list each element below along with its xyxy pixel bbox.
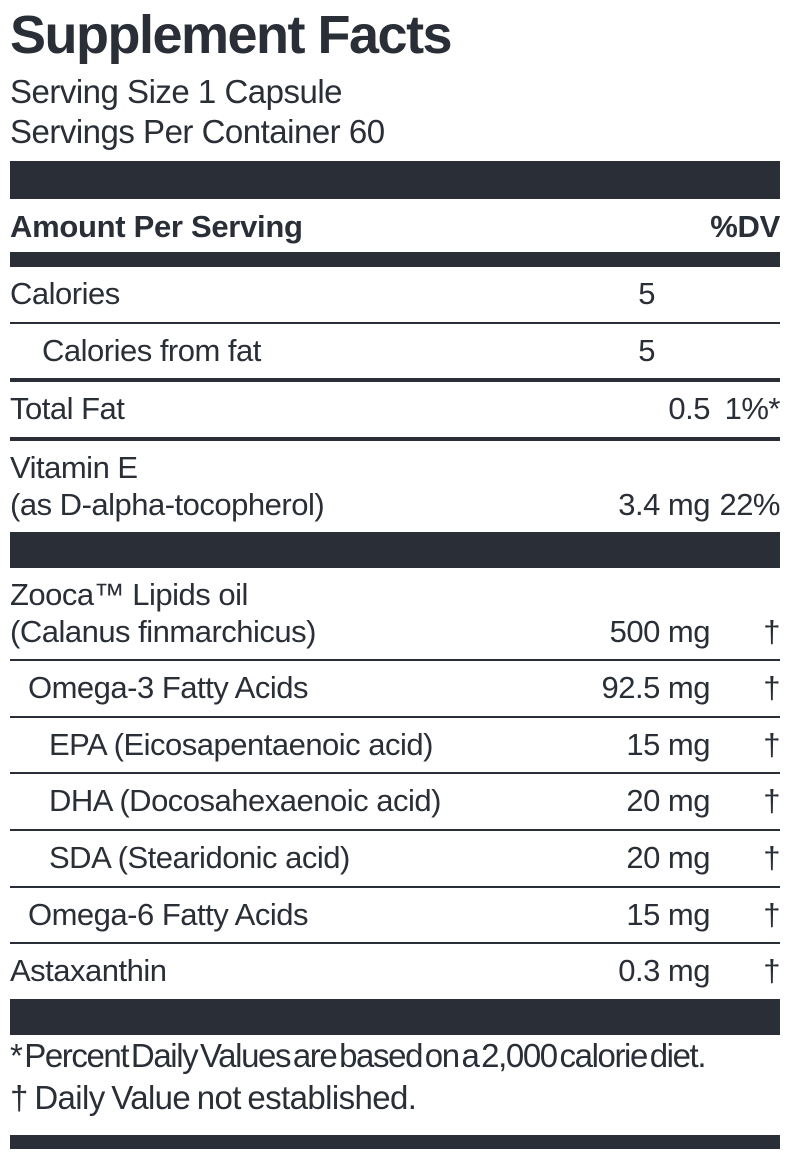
- ingredient-row: Omega-3 Fatty Acids 92.5 mg †: [10, 661, 781, 716]
- ingredient-row: Total Fat 0.5 1%*: [10, 382, 781, 437]
- row-divider-rule: [10, 885, 780, 888]
- row-divider-rule: [10, 828, 780, 831]
- dv-value: †: [763, 783, 780, 819]
- ingredient-row: Zooca™ Lipids oil (Calanus finmarchicus) 5…: [10, 568, 781, 659]
- row-divider-rule: [10, 772, 780, 775]
- ingredient-row: Astaxanthin 0.3 mg †: [10, 944, 781, 999]
- dv-value: †: [763, 896, 780, 932]
- ingredient-row: Omega-6 Fatty Acids 15 mg †: [10, 888, 781, 943]
- amount-value: 5: [638, 276, 655, 312]
- ingredient-name-line2: (Calanus finmarchicus): [10, 613, 317, 649]
- row-divider-rule: [10, 321, 780, 324]
- footnote-percent-dv: * Percent Daily Values are based on a 2,…: [10, 1036, 706, 1074]
- dv-value: †: [763, 953, 780, 989]
- percent-dv-header: %DV: [710, 209, 780, 245]
- ingredient-name: DHA (Docosahexaenoic acid): [49, 783, 441, 819]
- column-header-row: Amount Per Serving %DV: [10, 199, 780, 252]
- row-divider-rule: [10, 436, 780, 441]
- amount-value: 0.3 mg: [618, 953, 710, 989]
- row-divider-rule: [10, 715, 780, 718]
- amount-value: 20 mg: [626, 839, 710, 875]
- dv-value: 1%*: [724, 391, 781, 427]
- ingredient-name: EPA (Eicosapentaenoic acid): [49, 726, 434, 762]
- ingredient-row: Calories from fat 5: [10, 324, 780, 379]
- row-divider-rule: [10, 378, 780, 383]
- amount-value: 92.5 mg: [601, 670, 710, 706]
- ingredient-rows: Calories 5 Calories from fat 5 Total Fat 0.5 1…: [10, 267, 781, 1035]
- ingredient-name: Vitamin E (as D-alpha-tocopherol): [10, 450, 580, 523]
- amount-per-serving-header: Amount Per Serving: [10, 209, 303, 245]
- section-divider-bar: [10, 532, 780, 569]
- row-divider-rule: [10, 659, 780, 662]
- amount-value: 20 mg: [626, 783, 710, 819]
- ingredient-row: Calories 5: [10, 267, 780, 322]
- footnote-daily-value: † Daily Value not established.: [10, 1078, 417, 1116]
- amount-value: 3.4 mg: [618, 486, 710, 522]
- dv-value: 22%: [719, 486, 780, 522]
- section-divider-bar-top: [10, 161, 780, 200]
- ingredient-name-line2: (as D-alpha-tocopherol): [10, 486, 325, 522]
- ingredient-row: Vitamin E (as D-alpha-tocopherol) 3.4 mg 22…: [10, 441, 781, 532]
- section-divider-bar: [10, 998, 780, 1035]
- servings-per-container: Servings Per Container 60: [10, 112, 385, 150]
- ingredient-name: Zooca™ Lipids oil (Calanus finmarchicus): [10, 577, 580, 650]
- amount-value: 15 mg: [626, 726, 710, 762]
- ingredient-name: Calories: [10, 276, 120, 312]
- ingredient-row: DHA (Docosahexaenoic acid) 20 mg †: [10, 774, 781, 829]
- ingredient-name: SDA (Stearidonic acid): [49, 839, 350, 875]
- bottom-border-bar: [10, 1135, 780, 1150]
- ingredient-name: Omega-6 Fatty Acids: [28, 896, 308, 932]
- ingredient-name: Calories from fat: [42, 332, 261, 368]
- amount-value: 15 mg: [626, 896, 710, 932]
- header-divider-bar: [10, 252, 780, 268]
- ingredient-name: Total Fat: [10, 391, 125, 427]
- dv-value: †: [763, 670, 780, 706]
- serving-size: Serving Size 1 Capsule: [10, 73, 343, 110]
- ingredient-row: SDA (Stearidonic acid) 20 mg †: [10, 831, 781, 886]
- amount-value: 0.5: [668, 391, 710, 427]
- dv-value: †: [763, 839, 780, 875]
- ingredient-row: EPA (Eicosapentaenoic acid) 15 mg †: [10, 718, 781, 773]
- panel-title: Supplement Facts: [10, 5, 453, 65]
- row-divider-rule: [10, 942, 780, 945]
- ingredient-name: Omega-3 Fatty Acids: [28, 670, 308, 706]
- amount-value: 5: [638, 332, 655, 368]
- dv-value: †: [763, 726, 780, 762]
- dv-value: †: [763, 613, 780, 649]
- ingredient-name: Astaxanthin: [10, 953, 167, 989]
- amount-value: 500 mg: [609, 613, 711, 649]
